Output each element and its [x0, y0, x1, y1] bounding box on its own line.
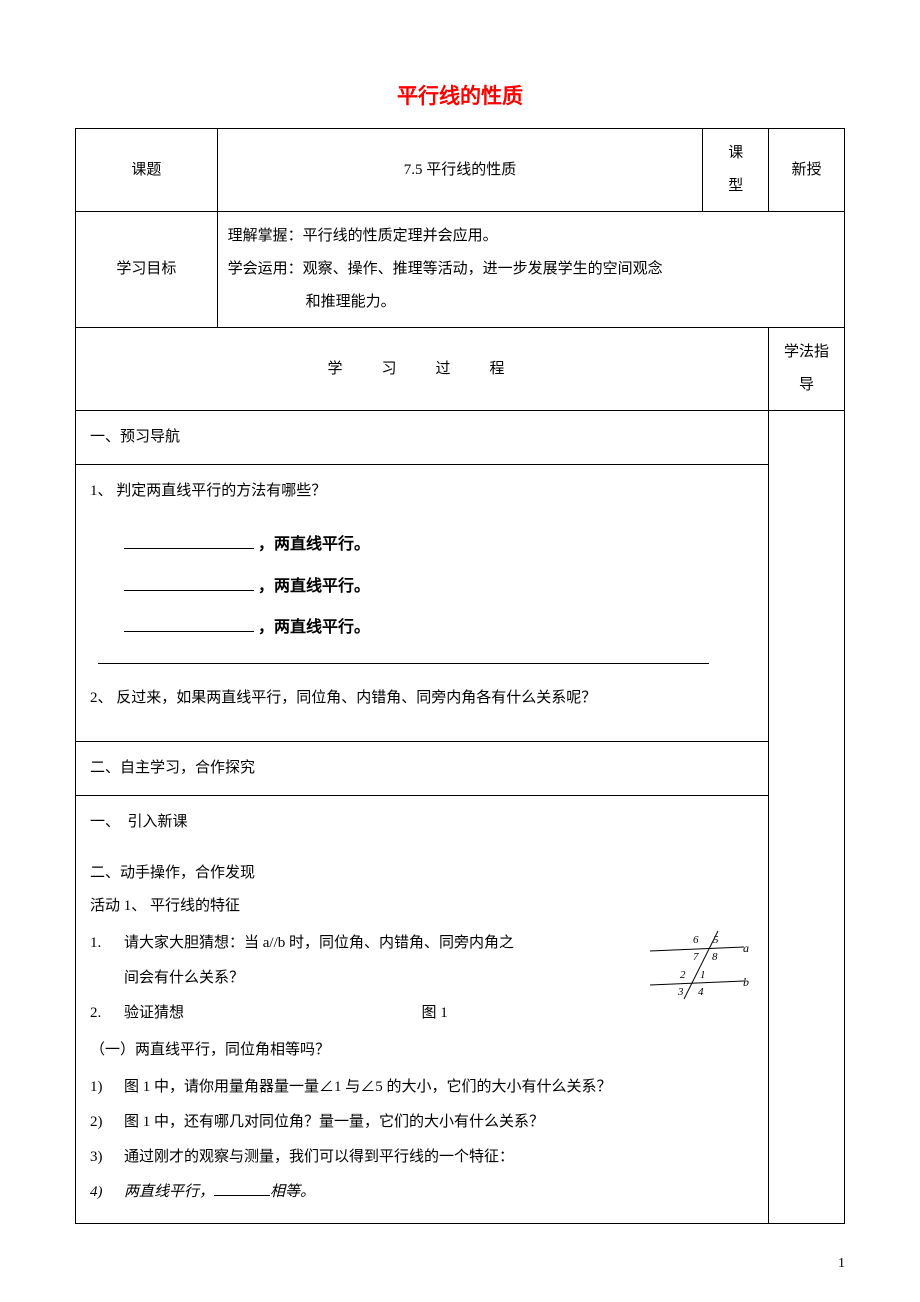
- objectives-row: 学习目标 理解掌握：平行线的性质定理并会应用。 学会运用：观察、操作、推理等活动…: [76, 212, 845, 328]
- topic-value: 7.5 平行线的性质: [217, 129, 703, 212]
- coop-body: 一、 引入新课 二、动手操作，合作发现 活动 1、 平行线的特征 1. 请大家大…: [76, 795, 769, 1223]
- item-2-n: 2): [90, 1106, 124, 1139]
- item-1: 1) 图 1 中，请你用量角器量一量∠1 与∠5 的大小，它们的大小有什么关系？: [90, 1071, 754, 1104]
- blank-1: [124, 531, 254, 549]
- process-side: 学法指导: [769, 328, 845, 411]
- preview-heading: 一、预习导航: [76, 411, 769, 465]
- item-3-n: 3): [90, 1141, 124, 1174]
- figure-1: 6 5 7 8 2 1 3 4 a b: [644, 927, 754, 1007]
- blank-2: [124, 573, 254, 591]
- fig-n8: 8: [712, 951, 718, 963]
- item-1-n: 1): [90, 1071, 124, 1104]
- fig-n1: 1: [700, 969, 706, 981]
- fig-b: b: [743, 975, 749, 989]
- blank-row-1: ，两直线平行。: [120, 524, 754, 566]
- item-2: 2) 图 1 中，还有哪几对同位角？量一量，它们的大小有什么关系？: [90, 1106, 754, 1139]
- objectives-label: 学习目标: [76, 212, 218, 328]
- preview-heading-row: 一、预习导航: [76, 411, 845, 465]
- verify-label: 验证猜想: [124, 1005, 184, 1021]
- item-1-t: 图 1 中，请你用量角器量一量∠1 与∠5 的大小，它们的大小有什么关系？: [124, 1071, 754, 1104]
- fig-label: 图 1: [422, 1005, 448, 1021]
- title-text: 平行线的性质: [397, 84, 523, 108]
- activity: 活动 1、 平行线的特征: [90, 890, 754, 923]
- type-value: 新授: [769, 129, 845, 212]
- objectives-cell: 理解掌握：平行线的性质定理并会应用。 学会运用：观察、操作、推理等活动，进一步发…: [217, 212, 844, 328]
- blank-row-3: ，两直线平行。: [120, 607, 754, 649]
- item-4-blank: [214, 1181, 270, 1196]
- item-4: 4) 两直线平行， 相等。: [90, 1176, 754, 1209]
- item-3: 3) 通过刚才的观察与测量，我们可以得到平行线的一个特征：: [90, 1141, 754, 1174]
- coop-heading: 二、自主学习，合作探究: [76, 741, 769, 795]
- doc-title: 平行线的性质: [75, 80, 845, 110]
- page-number: 1: [838, 1256, 845, 1272]
- fig-n3: 3: [677, 986, 684, 998]
- obj-line-1: 理解掌握：平行线的性质定理并会应用。: [228, 220, 834, 253]
- fig-a: a: [743, 941, 749, 955]
- q2-text: 2、 反过来，如果两直线平行，同位角、内错角、同旁内角各有什么关系呢？: [90, 682, 754, 715]
- type-label: 课 型: [703, 129, 769, 212]
- process-main: 学 习 过 程: [76, 328, 769, 411]
- long-blank: [98, 663, 709, 664]
- item-2-t: 图 1 中，还有哪几对同位角？量一量，它们的大小有什么关系？: [124, 1106, 754, 1139]
- spacer-1: [90, 839, 754, 857]
- q1-text: 1、 判定两直线平行的方法有哪些？: [90, 475, 754, 508]
- process-header-row: 学 习 过 程 学法指导: [76, 328, 845, 411]
- preview-q1-row: 1、 判定两直线平行的方法有哪些？ ，两直线平行。 ，两直线平行。 ，两直线平行…: [76, 465, 845, 742]
- guess-num: 1.: [90, 927, 124, 960]
- process-main-text: 学 习 过 程: [328, 361, 517, 377]
- item-4-n: 4): [90, 1176, 124, 1209]
- fig-n6: 6: [693, 934, 699, 946]
- verify-num: 2.: [90, 997, 124, 1030]
- item-4-t: 两直线平行， 相等。: [124, 1176, 754, 1209]
- fig-n4: 4: [698, 986, 704, 998]
- blank-3: [124, 615, 254, 633]
- blank-suffix-3: ，两直线平行。: [258, 619, 370, 636]
- blank-suffix-2: ，两直线平行。: [258, 578, 370, 595]
- obj-line-2: 学会运用：观察、操作、推理等活动，进一步发展学生的空间观念: [228, 253, 834, 286]
- fig-n5: 5: [713, 934, 719, 946]
- intro: 一、 引入新课: [90, 806, 754, 839]
- fig-n2: 2: [680, 969, 686, 981]
- blank-row-2: ，两直线平行。: [120, 566, 754, 608]
- fig-n7: 7: [693, 951, 699, 963]
- obj-line-3: 和推理能力。: [228, 286, 834, 319]
- item-3-t: 通过刚才的观察与测量，我们可以得到平行线的一个特征：: [124, 1141, 754, 1174]
- lesson-table: 课题 7.5 平行线的性质 课 型 新授 学习目标 理解掌握：平行线的性质定理并…: [75, 128, 845, 1224]
- item-4-suffix: 相等。: [270, 1184, 315, 1200]
- preview-q1-cell: 1、 判定两直线平行的方法有哪些？ ，两直线平行。 ，两直线平行。 ，两直线平行…: [76, 465, 769, 742]
- topic-label: 课题: [76, 129, 218, 212]
- item-4-prefix: 两直线平行，: [124, 1184, 214, 1200]
- header-row: 课题 7.5 平行线的性质 课 型 新授: [76, 129, 845, 212]
- coop-heading-row: 二、自主学习，合作探究: [76, 741, 845, 795]
- guess-block: 1. 请大家大胆猜想：当 a//b 时，同位角、内错角、同旁内角之 间会有什么关…: [90, 927, 754, 1030]
- blank-suffix-1: ，两直线平行。: [258, 536, 370, 553]
- sub1: （一）两直线平行，同位角相等吗？: [90, 1034, 754, 1067]
- item-list: 1) 图 1 中，请你用量角器量一量∠1 与∠5 的大小，它们的大小有什么关系？…: [90, 1071, 754, 1209]
- blank-block: ，两直线平行。 ，两直线平行。 ，两直线平行。: [120, 524, 754, 649]
- hands: 二、动手操作，合作发现: [90, 857, 754, 890]
- coop-body-row: 一、 引入新课 二、动手操作，合作发现 活动 1、 平行线的特征 1. 请大家大…: [76, 795, 845, 1223]
- guide-column: [769, 411, 845, 1224]
